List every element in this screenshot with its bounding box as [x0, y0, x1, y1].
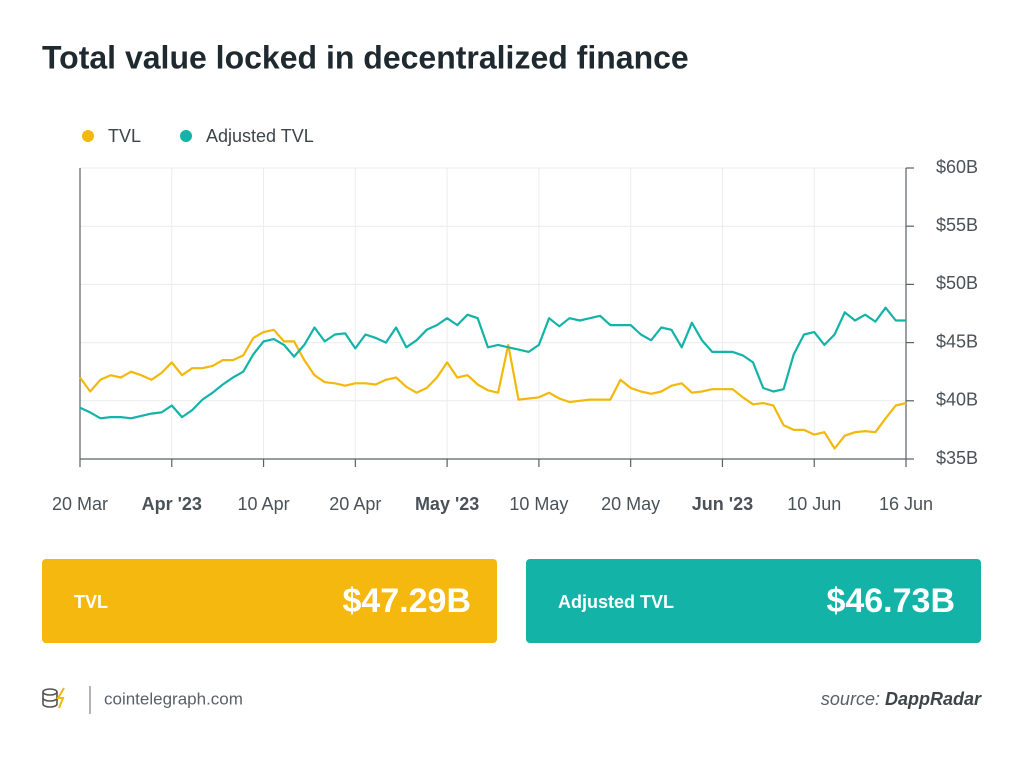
footer-source: source: DappRadar: [821, 689, 982, 709]
x-tick-label: Apr '23: [142, 494, 202, 514]
x-tick-label: 10 Apr: [238, 494, 290, 514]
legend-label: TVL: [108, 126, 141, 146]
x-tick-label: Jun '23: [692, 494, 753, 514]
y-tick-label: $35B: [936, 448, 978, 468]
x-tick-label: 16 Jun: [879, 494, 933, 514]
y-tick-label: $40B: [936, 390, 978, 410]
y-tick-label: $60B: [936, 157, 978, 177]
x-tick-label: 10 Jun: [787, 494, 841, 514]
y-tick-label: $45B: [936, 331, 978, 351]
brand-logo: [42, 687, 65, 709]
x-tick-label: 10 May: [509, 494, 568, 514]
card-label: Adjusted TVL: [558, 592, 674, 612]
legend-marker: [180, 130, 193, 142]
summary-card: [526, 559, 981, 643]
source-name: DappRadar: [885, 689, 982, 709]
source-prefix: source:: [821, 689, 880, 709]
card-label: TVL: [74, 592, 108, 612]
card-value: $47.29B: [342, 582, 471, 620]
x-tick-label: 20 Mar: [52, 494, 108, 514]
y-tick-label: $55B: [936, 215, 978, 235]
footer-brand: cointelegraph.com: [104, 689, 243, 708]
chart-title: Total value locked in decentralized fina…: [42, 39, 689, 75]
x-tick-label: 20 Apr: [329, 494, 381, 514]
x-tick-label: May '23: [415, 494, 479, 514]
card-value: $46.73B: [826, 582, 955, 620]
summary-card: [42, 559, 497, 643]
y-tick-label: $50B: [936, 273, 978, 293]
x-tick-label: 20 May: [601, 494, 660, 514]
line-series: [79, 328, 907, 450]
legend-label: Adjusted TVL: [206, 126, 314, 146]
legend-marker: [82, 130, 94, 142]
line-series: [79, 306, 906, 420]
